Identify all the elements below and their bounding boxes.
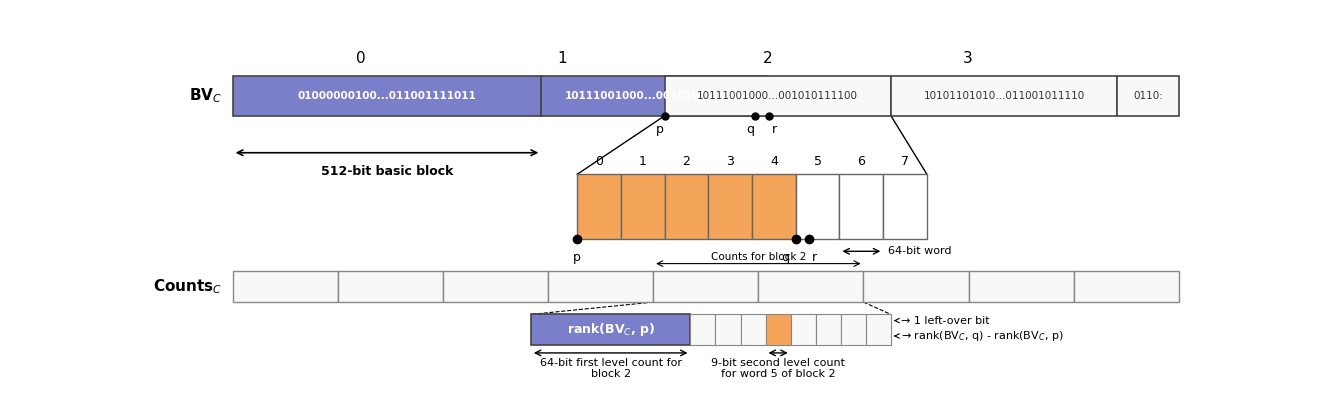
Bar	[791, 314, 816, 345]
Text: 0110:: 0110:	[1133, 91, 1162, 101]
Bar	[709, 174, 752, 239]
Bar	[715, 314, 740, 345]
Text: p: p	[573, 251, 581, 264]
Bar	[232, 76, 541, 116]
Bar	[758, 271, 864, 302]
Bar	[338, 271, 443, 302]
Bar	[621, 174, 665, 239]
Bar	[884, 174, 926, 239]
Text: BV$_C$: BV$_C$	[190, 86, 223, 105]
Bar	[577, 174, 621, 239]
Bar	[816, 314, 841, 345]
Text: 10101101010...011001011110: 10101101010...011001011110	[924, 91, 1084, 101]
Bar	[864, 271, 969, 302]
Text: q: q	[746, 124, 754, 136]
Bar	[840, 174, 884, 239]
Text: 5: 5	[813, 155, 821, 168]
Bar	[665, 174, 709, 239]
Bar	[752, 174, 796, 239]
Text: 1: 1	[638, 155, 646, 168]
Bar	[796, 174, 840, 239]
Text: 64-bit word: 64-bit word	[888, 246, 951, 256]
Bar	[740, 314, 766, 345]
Text: 512-bit basic block: 512-bit basic block	[321, 165, 454, 178]
Text: 7: 7	[901, 155, 909, 168]
Bar	[766, 314, 791, 345]
Text: r: r	[772, 124, 778, 136]
Text: Counts for block 2: Counts for block 2	[711, 252, 805, 262]
Bar	[1117, 76, 1178, 116]
Bar	[541, 76, 767, 116]
Bar	[969, 271, 1074, 302]
Bar	[443, 271, 548, 302]
Bar	[865, 314, 890, 345]
Text: 1: 1	[557, 52, 567, 66]
Text: 0: 0	[594, 155, 602, 168]
Bar	[1074, 271, 1178, 302]
Text: 9-bit second level count
for word 5 of block 2: 9-bit second level count for word 5 of b…	[711, 358, 845, 379]
Text: 4: 4	[770, 155, 778, 168]
Text: → rank(BV$_C$, q) - rank(BV$_C$, p): → rank(BV$_C$, q) - rank(BV$_C$, p)	[894, 329, 1064, 343]
Text: → 1 left-over bit: → 1 left-over bit	[894, 316, 990, 326]
Text: 10111001000...001010111100: 10111001000...001010111100	[697, 91, 859, 101]
Text: q: q	[782, 251, 790, 264]
Text: r: r	[812, 251, 816, 264]
Bar	[890, 76, 1117, 116]
Text: Counts$_C$: Counts$_C$	[153, 277, 223, 296]
Text: rank(BV$_C$, p): rank(BV$_C$, p)	[567, 321, 654, 338]
Text: 01000000100...011001111011: 01000000100...011001111011	[297, 91, 476, 101]
Bar	[232, 271, 338, 302]
Bar	[665, 76, 890, 116]
Text: 3: 3	[726, 155, 734, 168]
Bar	[841, 314, 865, 345]
Text: 2: 2	[682, 155, 690, 168]
Bar	[531, 314, 690, 345]
Text: 3: 3	[963, 52, 973, 66]
Text: 10111001000...001010111100: 10111001000...001010111100	[565, 91, 743, 101]
Text: p: p	[656, 124, 664, 136]
Text: 2: 2	[763, 52, 772, 66]
Bar	[653, 271, 758, 302]
Text: 6: 6	[857, 155, 865, 168]
Bar	[548, 271, 653, 302]
Text: 0: 0	[357, 52, 366, 66]
Bar	[690, 314, 715, 345]
Text: 64-bit first level count for
block 2: 64-bit first level count for block 2	[540, 358, 682, 379]
